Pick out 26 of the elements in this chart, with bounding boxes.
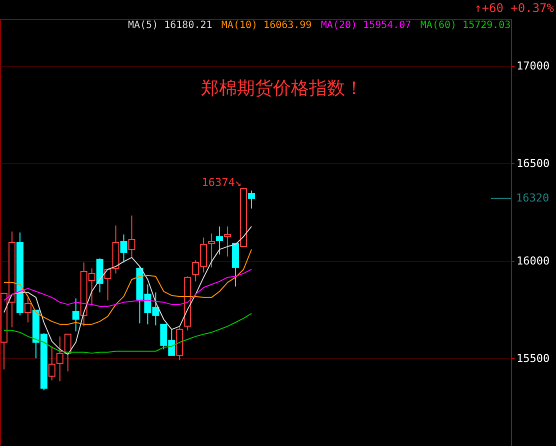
candlestick xyxy=(232,242,240,288)
ref-line-label: 16320 xyxy=(516,191,550,204)
candlestick xyxy=(224,226,232,257)
candlestick xyxy=(72,298,80,332)
candlestick xyxy=(104,268,112,301)
y-tick-label: 17000 xyxy=(516,59,550,72)
candlestick xyxy=(216,226,224,256)
candlestick xyxy=(128,215,136,258)
candlestick xyxy=(120,234,128,264)
line-series xyxy=(3,248,252,325)
candlestick xyxy=(248,190,256,210)
candlestick xyxy=(208,232,216,268)
line-series xyxy=(3,226,252,355)
text: 郑棉期货价格指数！ xyxy=(201,78,363,99)
text: MA(60) 15729.03 xyxy=(420,20,511,31)
y-tick-label: 16000 xyxy=(516,254,550,268)
candlestick xyxy=(48,346,56,381)
y-tick-label: 16500 xyxy=(516,156,550,170)
annotation: 16374↘ xyxy=(202,176,242,189)
y-tick-label: 15500 xyxy=(516,352,550,365)
text: MA(10) 16063.99 xyxy=(221,20,312,31)
text: ↑+60 +0.37% xyxy=(474,1,555,15)
candlestick xyxy=(24,296,32,323)
text: MA(5) 16180.21 xyxy=(128,20,212,31)
candlestick xyxy=(96,258,104,293)
text: MA(20) 15954.07 xyxy=(320,20,412,31)
